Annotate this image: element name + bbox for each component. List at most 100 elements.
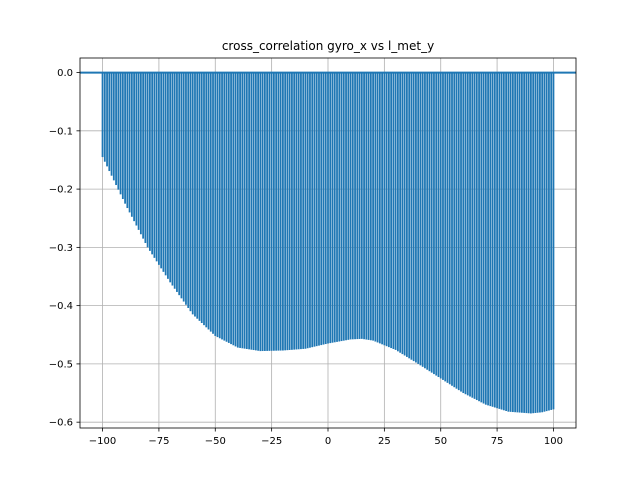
- bar: [302, 72, 305, 349]
- x-tick-label: 100: [544, 436, 563, 447]
- bar: [158, 72, 160, 265]
- bar: [331, 72, 334, 343]
- bar: [198, 72, 201, 321]
- bar: [514, 72, 517, 413]
- bar: [282, 72, 284, 351]
- bar: [160, 72, 163, 269]
- bar: [318, 72, 320, 346]
- bar: [277, 72, 280, 351]
- bar: [428, 72, 431, 372]
- bar: [410, 72, 413, 360]
- bar: [191, 72, 194, 315]
- x-tick-label: 0: [325, 436, 331, 447]
- bar: [338, 72, 341, 342]
- bar: [243, 72, 246, 349]
- bar: [342, 72, 345, 341]
- bar: [108, 72, 111, 172]
- bar: [216, 72, 219, 338]
- bar: [536, 72, 539, 413]
- bar: [182, 72, 185, 302]
- bar: [392, 72, 395, 349]
- bar: [387, 72, 390, 348]
- x-axis-ticks: −100 −75 −50 −25 0 25 50 75 100: [89, 428, 563, 447]
- bar: [381, 72, 384, 345]
- chart-title: cross_correlation gyro_x vs l_met_y: [222, 39, 434, 53]
- bar: [146, 72, 149, 248]
- bar: [455, 72, 458, 389]
- bar: [376, 72, 379, 343]
- bar: [480, 72, 483, 403]
- bar: [403, 72, 406, 356]
- bar: [291, 72, 293, 350]
- bar: [502, 72, 505, 411]
- y-tick-label: −0.3: [49, 243, 73, 254]
- bar: [385, 72, 388, 347]
- bar: [378, 72, 381, 344]
- bar: [333, 72, 336, 343]
- x-tick-label: −100: [89, 436, 116, 447]
- bar: [288, 72, 291, 350]
- bar: [324, 72, 327, 345]
- bar: [261, 72, 264, 352]
- bar: [272, 72, 275, 351]
- bar: [209, 72, 212, 332]
- bar: [349, 72, 352, 340]
- bar: [487, 72, 489, 406]
- bar: [101, 72, 104, 158]
- bar: [552, 72, 555, 410]
- bar: [435, 72, 438, 376]
- bar: [155, 72, 158, 262]
- bar: [518, 72, 521, 413]
- bar: [396, 72, 399, 352]
- bar: [139, 72, 142, 235]
- bar: [408, 72, 411, 359]
- bar: [286, 72, 289, 351]
- bar: [115, 72, 117, 186]
- bar: [106, 72, 108, 167]
- bar: [121, 72, 124, 200]
- bar: [356, 72, 359, 340]
- bar: [424, 72, 426, 369]
- bar: [315, 72, 318, 347]
- bar: [135, 72, 138, 226]
- bar: [245, 72, 248, 349]
- bar: [532, 72, 535, 414]
- bar: [374, 72, 377, 342]
- bar: [433, 72, 435, 375]
- bars: [80, 71, 576, 414]
- bar: [311, 72, 314, 348]
- bar: [151, 72, 154, 255]
- bar: [223, 72, 226, 341]
- bar: [117, 72, 120, 190]
- bar: [187, 72, 190, 308]
- x-tick-label: 25: [378, 436, 391, 447]
- bar: [360, 72, 363, 339]
- bar: [207, 72, 210, 330]
- bar: [412, 72, 415, 362]
- bar: [442, 72, 444, 380]
- bar: [340, 72, 343, 342]
- bar: [482, 72, 485, 404]
- bar: [250, 72, 253, 350]
- bar: [284, 72, 287, 351]
- bar: [232, 72, 235, 346]
- bar: [214, 72, 217, 336]
- bar: [548, 72, 550, 411]
- bar: [509, 72, 512, 412]
- bar: [451, 72, 453, 386]
- bar: [194, 72, 196, 317]
- bar: [230, 72, 232, 345]
- bar: [268, 72, 271, 351]
- bar: [293, 72, 296, 350]
- bar: [112, 72, 115, 181]
- bar: [516, 72, 519, 413]
- bar: [137, 72, 140, 230]
- bar: [124, 72, 126, 204]
- bar: [252, 72, 255, 351]
- bar: [205, 72, 208, 328]
- bar: [279, 72, 282, 351]
- bar: [543, 72, 546, 412]
- bar: [336, 72, 338, 342]
- y-tick-label: 0.0: [57, 68, 73, 79]
- bar: [426, 72, 429, 370]
